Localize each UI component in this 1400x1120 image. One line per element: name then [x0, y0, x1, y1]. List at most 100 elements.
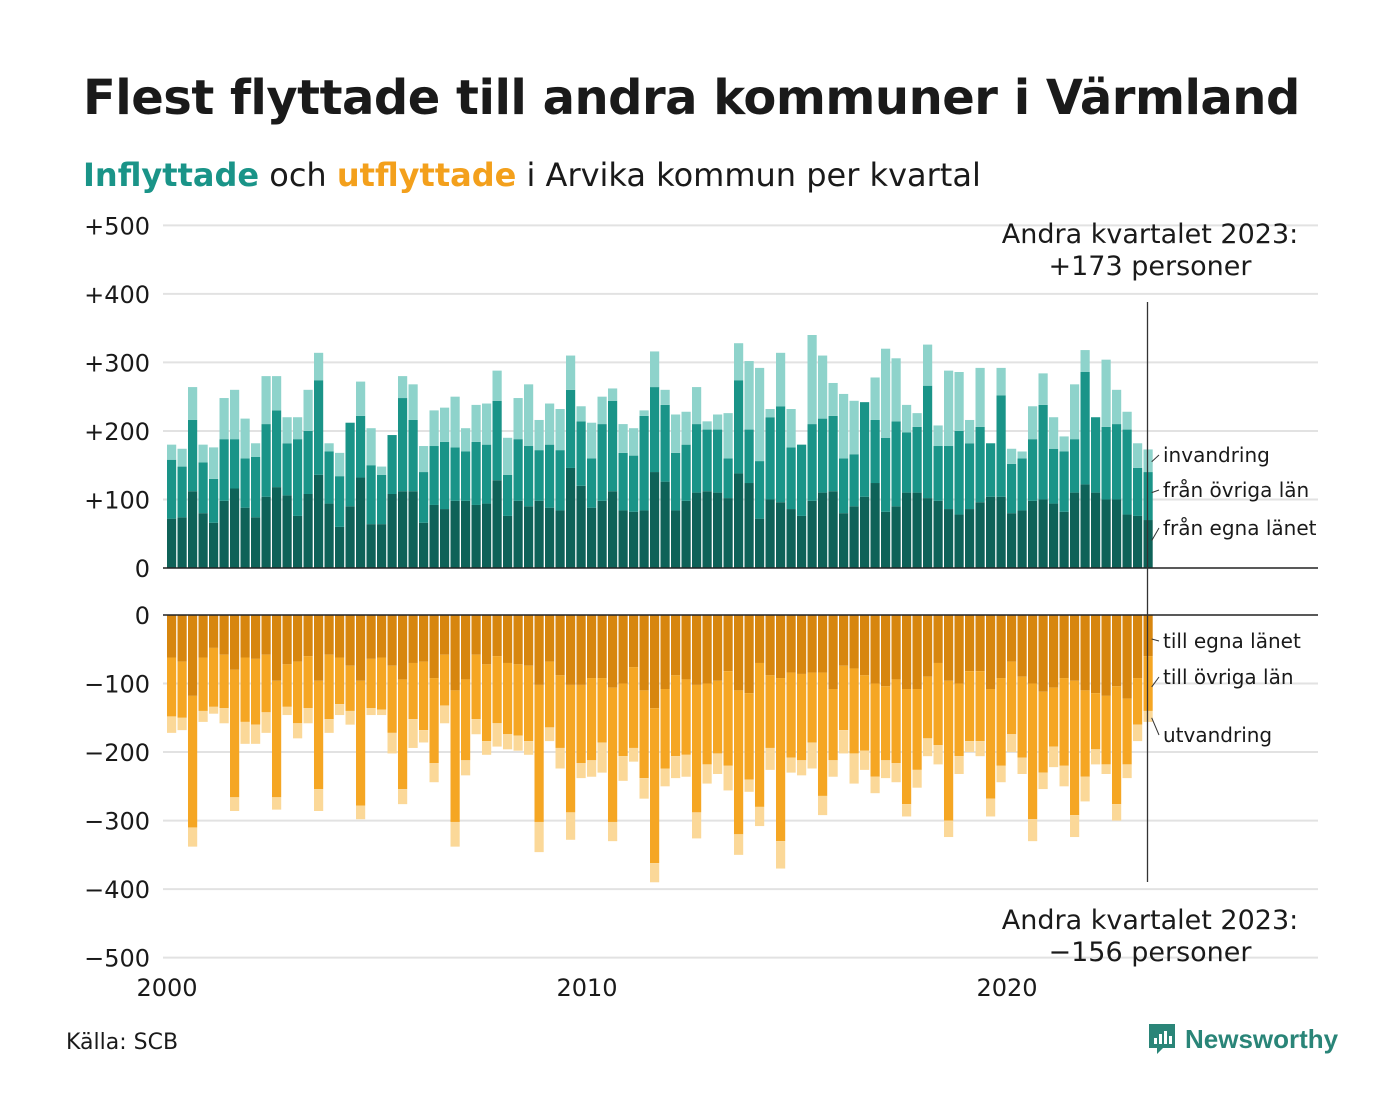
bar-inflow [1028, 406, 1038, 440]
bar-outflow [272, 680, 282, 798]
bar-inflow [387, 435, 397, 494]
newsworthy-logo-icon [1149, 1024, 1175, 1054]
bar-inflow [177, 517, 187, 568]
bar-inflow [555, 409, 565, 451]
bar-outflow [786, 672, 796, 758]
bar-inflow [167, 444, 177, 460]
bar-inflow [335, 476, 345, 527]
bar-outflow [1133, 615, 1143, 679]
bar-outflow [1101, 615, 1111, 696]
bar-outflow [744, 693, 754, 780]
bar-outflow [555, 747, 565, 769]
bar-outflow [786, 757, 796, 773]
bar-inflow [597, 424, 607, 501]
bar-inflow [744, 429, 754, 484]
bar-outflow [923, 738, 933, 757]
bar-outflow [1080, 690, 1090, 777]
bar-inflow [765, 409, 775, 418]
bar-outflow [408, 662, 418, 720]
bar-outflow [860, 750, 870, 770]
bar-outflow [534, 684, 544, 822]
bar-outflow [975, 671, 985, 742]
bar-outflow [240, 657, 250, 722]
bar-outflow [587, 678, 597, 761]
bar-outflow [545, 661, 555, 728]
bar-outflow [366, 615, 376, 659]
bar-outflow [797, 673, 807, 761]
bar-outflow [681, 679, 691, 755]
bar-inflow [534, 419, 544, 451]
legend-leader [1151, 676, 1160, 688]
bar-outflow [734, 834, 744, 855]
bar-outflow [660, 615, 670, 690]
bar-outflow [1059, 765, 1069, 787]
bar-inflow [293, 439, 303, 516]
bar-outflow [398, 679, 408, 790]
bar-inflow [597, 500, 607, 568]
bar-inflow [912, 426, 922, 493]
bar-outflow [933, 745, 943, 765]
bar-inflow [671, 452, 681, 511]
subtitle-and: och [269, 156, 327, 194]
bar-inflow [482, 444, 492, 504]
bar-inflow [629, 428, 639, 456]
bar-outflow [965, 671, 975, 742]
legend-leader [1151, 454, 1160, 463]
bar-outflow [335, 615, 345, 658]
bar-inflow [251, 517, 261, 568]
bar-inflow [1133, 443, 1143, 468]
bar-outflow [1080, 776, 1090, 802]
bar-outflow [356, 680, 366, 806]
bar-outflow [660, 768, 670, 787]
bar-inflow [1038, 499, 1048, 568]
bar-outflow [1080, 615, 1090, 691]
bar-inflow [1007, 513, 1017, 568]
bar-inflow [524, 384, 534, 447]
bar-inflow [272, 410, 282, 488]
bar-outflow [440, 705, 450, 724]
bar-inflow [230, 488, 240, 568]
bar-inflow [1049, 448, 1059, 504]
bar-inflow [996, 367, 1006, 396]
bar-inflow [944, 370, 954, 447]
bar-outflow [419, 615, 429, 662]
bar-inflow [692, 387, 702, 425]
bar-outflow [702, 615, 712, 684]
bar-outflow [608, 821, 618, 842]
bar-outflow [891, 615, 901, 680]
legend-label-in: från övriga län [1163, 478, 1309, 502]
bar-inflow [1122, 429, 1132, 515]
bar-outflow [776, 615, 786, 679]
bar-inflow [713, 429, 723, 493]
bar-outflow [555, 675, 565, 748]
bar-inflow [482, 503, 492, 568]
bar-inflow [429, 446, 439, 505]
bar-outflow [1101, 695, 1111, 765]
bar-outflow [650, 615, 660, 709]
bar-outflow [419, 661, 429, 731]
bar-inflow [996, 395, 1006, 497]
bar-inflow [755, 518, 765, 568]
legend-label-in: invandring [1163, 443, 1270, 467]
bar-outflow [996, 765, 1006, 783]
bar-inflow [503, 437, 513, 475]
bar-inflow [1017, 458, 1027, 511]
bar-inflow [293, 417, 303, 440]
bar-outflow [912, 769, 922, 788]
bar-outflow [849, 753, 859, 784]
bar-outflow [440, 654, 450, 706]
bar-outflow [198, 657, 208, 711]
bar-inflow [629, 455, 639, 512]
bar-inflow [377, 474, 387, 525]
bar-outflow [450, 615, 460, 691]
subtitle-rest: i Arvika kommun per kvartal [526, 156, 981, 194]
bar-inflow [860, 402, 870, 497]
bar-outflow [261, 615, 271, 655]
legend-label-out: till egna länet [1163, 629, 1301, 653]
bar-outflow [524, 615, 534, 666]
bar-outflow [996, 678, 1006, 766]
bar-outflow [230, 797, 240, 811]
bar-outflow [366, 708, 376, 716]
annotation-bottom: −156 personer [1048, 937, 1252, 968]
bar-inflow [314, 474, 324, 568]
